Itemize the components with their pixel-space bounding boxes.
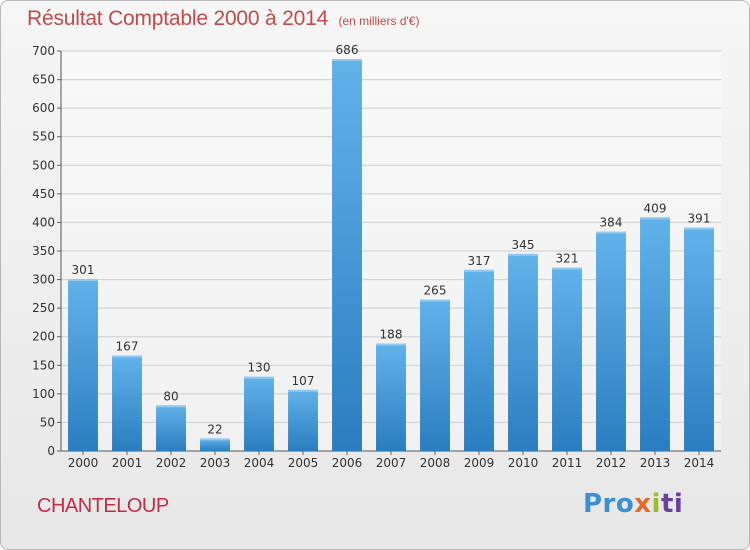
y-tick-label: 600 (32, 101, 55, 115)
data-label: 167 (116, 340, 139, 354)
bar-highlight (288, 389, 318, 392)
data-label: 391 (688, 212, 711, 226)
data-label: 317 (468, 254, 491, 268)
x-tick-label: 2000 (68, 456, 99, 470)
data-label: 130 (248, 361, 271, 375)
chart-subtitle: (en milliers d'€) (338, 14, 420, 28)
data-label: 345 (512, 238, 535, 252)
bar (464, 269, 494, 451)
data-label: 321 (556, 252, 579, 266)
bar-highlight (156, 405, 186, 408)
proxiti-logo: Proxiti (583, 489, 683, 519)
bar (244, 376, 274, 451)
x-tick-label: 2006 (332, 456, 363, 470)
bar-highlight (596, 231, 626, 234)
bar-highlight (420, 299, 450, 302)
y-tick-label: 700 (32, 44, 55, 58)
bar (332, 59, 362, 451)
data-label: 301 (72, 263, 95, 277)
y-tick-label: 650 (32, 73, 55, 87)
x-tick-label: 2008 (420, 456, 451, 470)
bar (200, 438, 230, 451)
data-label: 107 (292, 374, 315, 388)
data-label: 686 (336, 43, 359, 57)
bar-highlight (68, 279, 98, 281)
data-label: 80 (163, 389, 178, 403)
y-tick-label: 300 (32, 273, 55, 287)
logo-part-3: i (651, 489, 661, 519)
y-tick-label: 200 (32, 330, 55, 344)
bar (596, 231, 626, 451)
x-tick-label: 2002 (156, 456, 187, 470)
y-tick-label: 100 (32, 387, 55, 401)
y-tick-label: 50 (40, 415, 55, 429)
bar-highlight (244, 376, 274, 379)
y-tick-label: 350 (32, 244, 55, 258)
data-label: 188 (380, 328, 403, 342)
bar (376, 343, 406, 451)
x-tick-label: 2009 (464, 456, 495, 470)
place-name: CHANTELOUP (37, 495, 169, 517)
bar-highlight (552, 267, 582, 270)
bar-highlight (464, 269, 494, 272)
bar (288, 389, 318, 451)
logo-part-1: Pro (583, 489, 635, 519)
logo-part-2: x (634, 489, 652, 519)
x-tick-label: 2007 (376, 456, 407, 470)
y-tick-label: 550 (32, 130, 55, 144)
bar (508, 253, 538, 451)
x-tick-label: 2003 (200, 456, 231, 470)
data-label: 384 (600, 216, 623, 230)
bar-highlight (376, 343, 406, 346)
y-tick-label: 450 (32, 187, 55, 201)
chart-title-main: Résultat Comptable 2000 à 2014 (27, 7, 329, 30)
logo-part-4: ti (660, 489, 684, 519)
x-tick-label: 2001 (112, 456, 143, 470)
bar (684, 227, 714, 451)
x-tick-label: 2005 (288, 456, 319, 470)
bar-highlight (332, 59, 362, 61)
bar-highlight (200, 438, 230, 441)
bar (552, 267, 582, 451)
data-label: 265 (424, 284, 447, 298)
y-tick-label: 500 (32, 158, 55, 172)
bar-highlight (640, 217, 670, 220)
data-label: 22 (207, 422, 222, 436)
bar-highlight (508, 253, 538, 256)
data-label: 409 (644, 201, 667, 215)
bar (156, 405, 186, 451)
bar (420, 299, 450, 451)
bar-highlight (684, 227, 714, 230)
x-tick-label: 2011 (552, 456, 583, 470)
bar-highlight (112, 355, 142, 358)
x-tick-label: 2013 (640, 456, 671, 470)
bar (68, 279, 98, 451)
y-tick-label: 150 (32, 358, 55, 372)
bar (112, 355, 142, 451)
y-tick-label: 0 (47, 444, 55, 458)
x-tick-label: 2014 (684, 456, 715, 470)
y-tick-label: 400 (32, 215, 55, 229)
y-tick-label: 250 (32, 301, 55, 315)
x-tick-label: 2012 (596, 456, 627, 470)
chart-title: Résultat Comptable 2000 à 2014 (en milli… (27, 7, 419, 31)
x-tick-label: 2010 (508, 456, 539, 470)
x-tick-label: 2004 (244, 456, 275, 470)
bar (640, 217, 670, 451)
